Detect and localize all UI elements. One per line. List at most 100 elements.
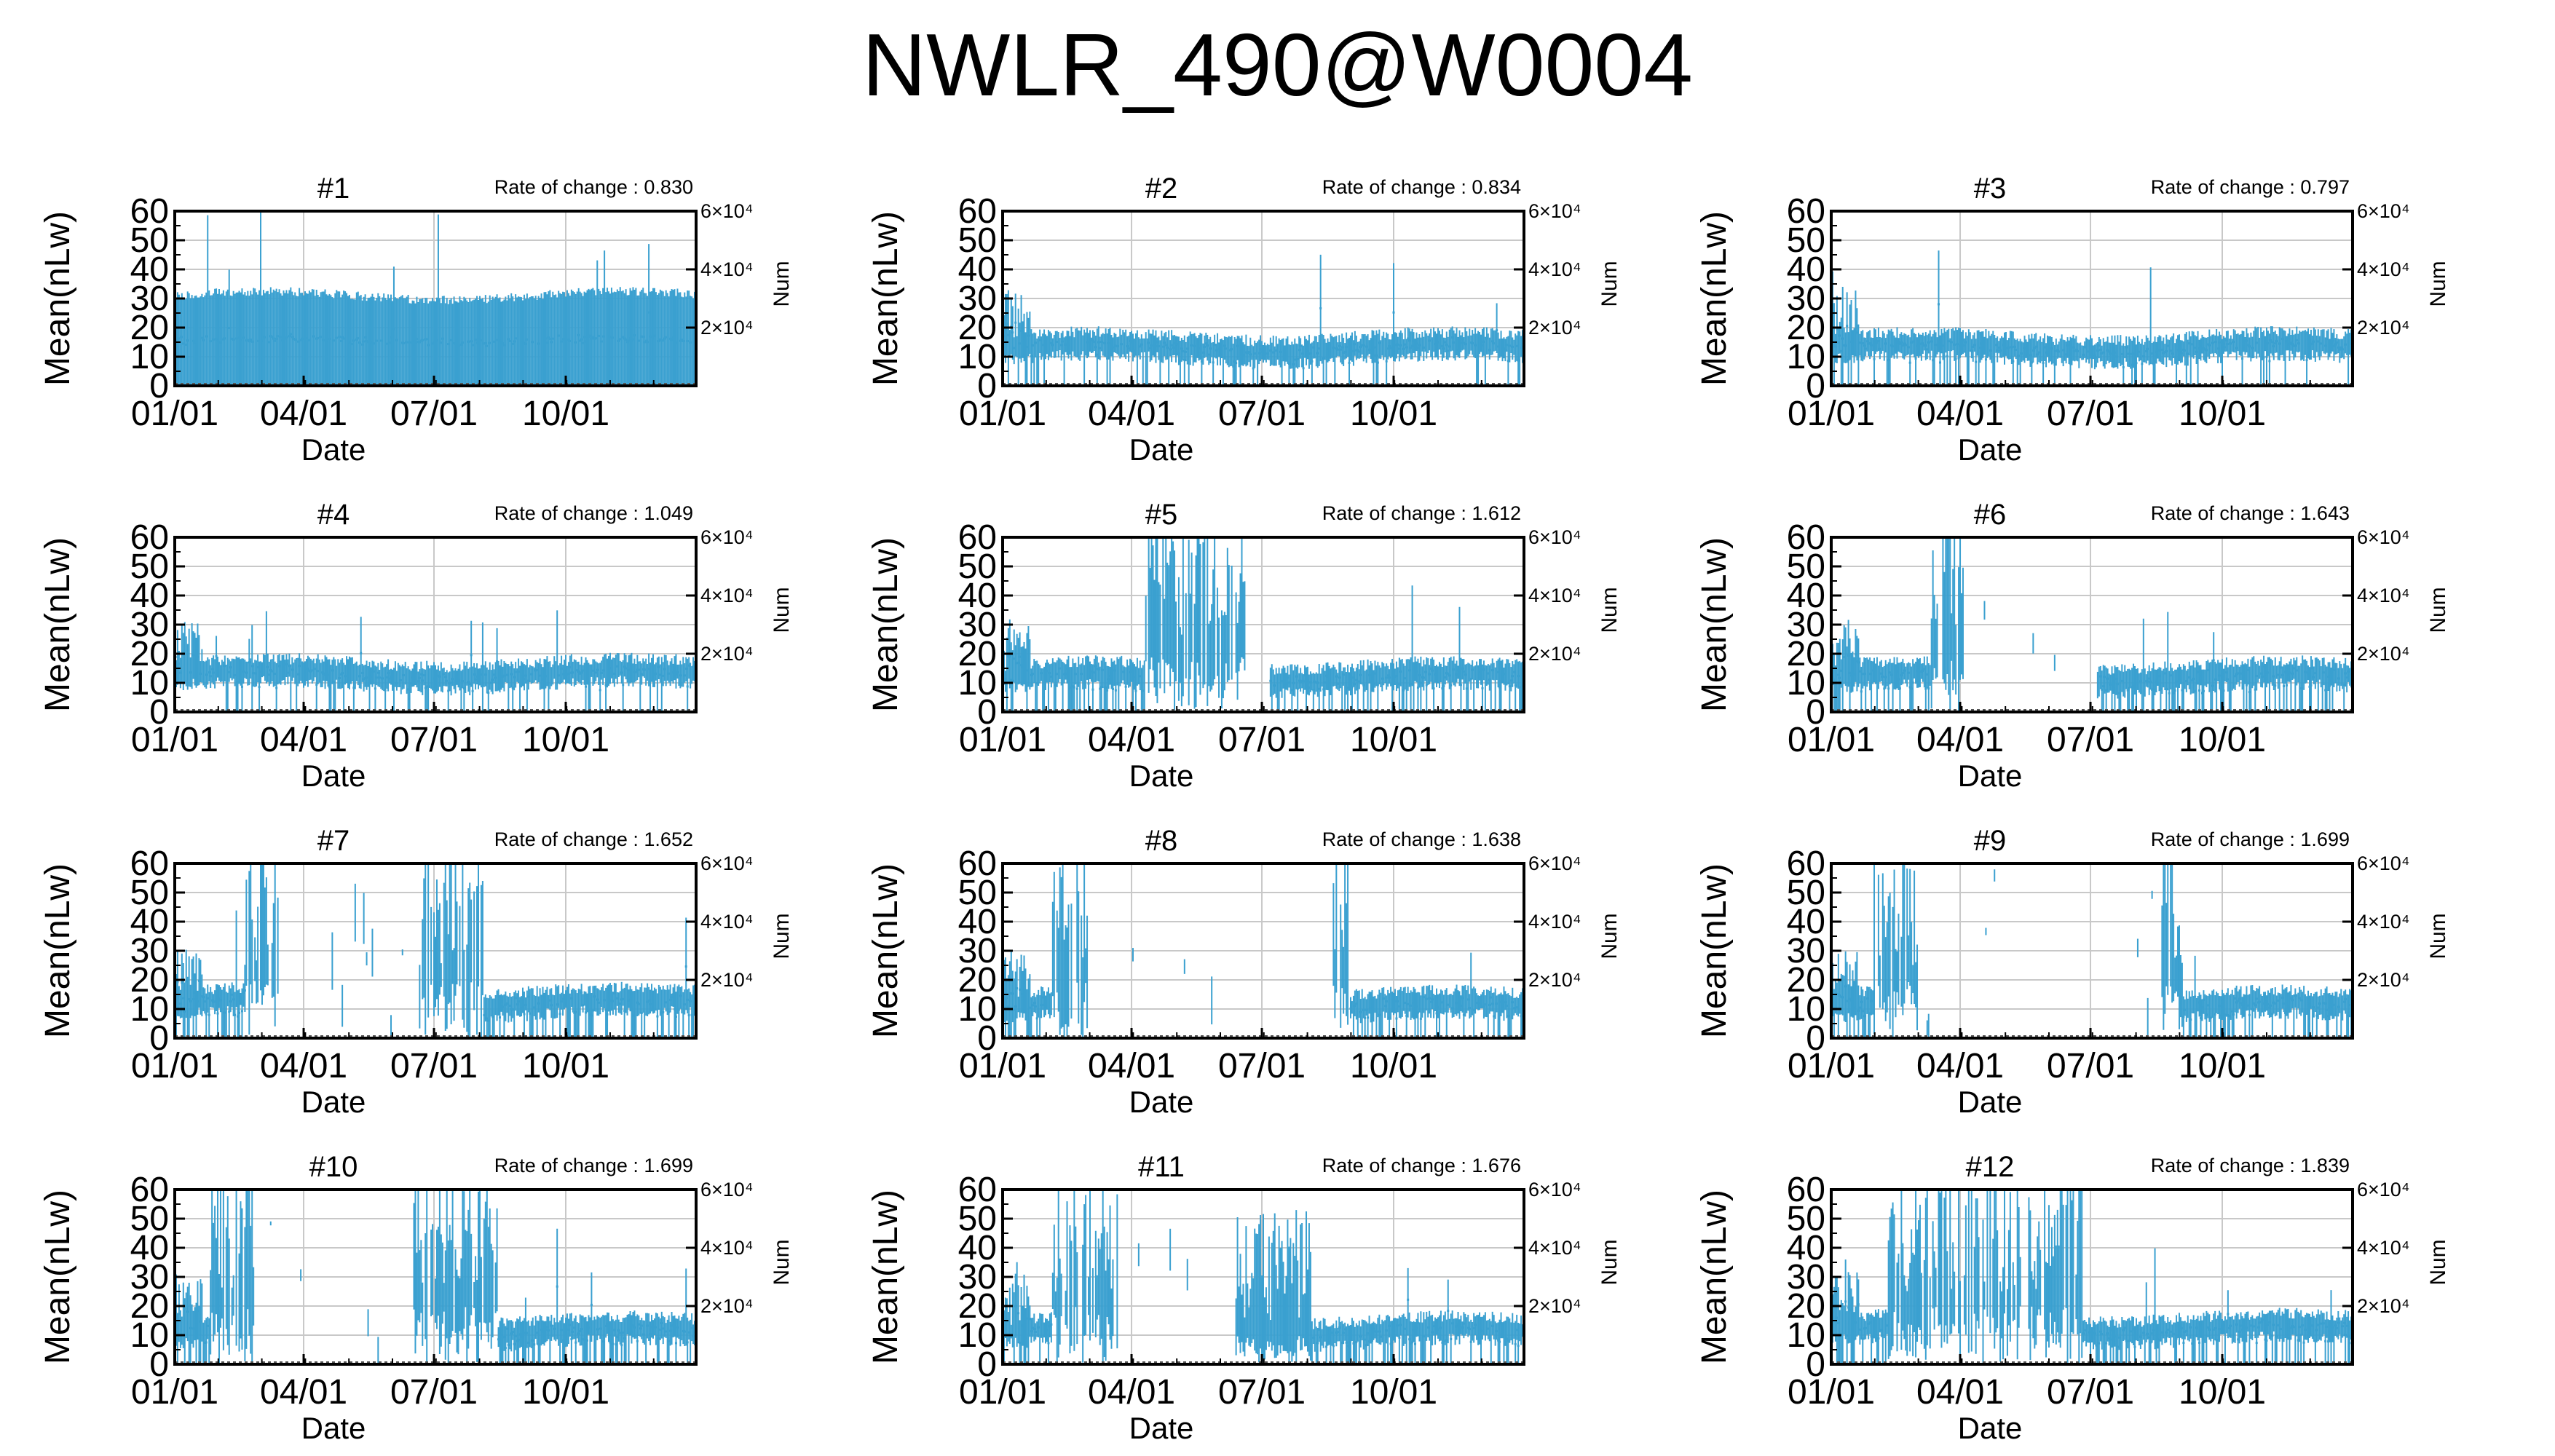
x-tick-label: 10/01 xyxy=(1350,395,1437,433)
data-point xyxy=(2182,348,2185,351)
data-point xyxy=(1405,1014,1408,1017)
data-point xyxy=(1395,344,1398,347)
data-point xyxy=(392,328,395,331)
data-point xyxy=(1011,331,1014,334)
data-point xyxy=(1014,321,1017,324)
data-point xyxy=(641,336,644,339)
data-point xyxy=(1461,997,1464,1000)
data-point xyxy=(474,339,477,341)
data-point xyxy=(264,336,266,339)
data-point xyxy=(256,666,259,669)
data-point xyxy=(1063,673,1066,676)
data-point xyxy=(2274,342,2277,345)
data-point xyxy=(2297,342,2299,345)
data-point xyxy=(1451,1007,1454,1010)
data-point xyxy=(1335,347,1338,350)
data-point xyxy=(637,668,640,671)
data-point xyxy=(1352,349,1355,352)
data-point xyxy=(1093,671,1096,674)
data-point xyxy=(2248,691,2251,694)
data-point xyxy=(2326,338,2329,341)
data-point xyxy=(2160,348,2163,351)
data-point xyxy=(1517,359,1520,362)
data-point xyxy=(1904,344,1907,347)
series-mean-nlw xyxy=(1830,250,2354,386)
data-point xyxy=(1311,360,1314,363)
data-point xyxy=(248,661,250,664)
x-tick-label: 10/01 xyxy=(2179,721,2266,759)
y2-tick-label: 4×10⁴ xyxy=(2357,911,2409,933)
data-point xyxy=(1375,354,1378,357)
data-point xyxy=(288,335,291,338)
data-point xyxy=(1269,679,1272,682)
data-point xyxy=(1161,345,1164,348)
data-point xyxy=(1068,687,1071,689)
data-point xyxy=(593,337,596,340)
data-point xyxy=(206,997,209,1000)
data-point xyxy=(539,674,542,677)
data-point xyxy=(1924,687,1927,690)
y-axis-label: Mean(nLw) xyxy=(866,537,905,712)
data-point xyxy=(208,1013,210,1016)
data-point xyxy=(348,341,351,344)
data-point xyxy=(1355,678,1358,681)
data-point xyxy=(1954,357,1957,360)
data-point xyxy=(1385,360,1388,363)
data-point xyxy=(419,339,422,342)
data-point xyxy=(2313,340,2315,343)
data-point xyxy=(1056,341,1059,344)
data-point xyxy=(1926,348,1929,351)
data-point xyxy=(2231,1010,2234,1013)
data-point xyxy=(631,1014,634,1017)
data-point xyxy=(2344,672,2347,675)
x-tick-label: 07/01 xyxy=(1218,395,1306,433)
data-point xyxy=(2227,678,2230,681)
x-axis-label: Date xyxy=(1129,1085,1194,1119)
data-point xyxy=(237,1015,240,1018)
data-point xyxy=(1841,337,1844,340)
data-point xyxy=(371,670,374,673)
data-point xyxy=(234,1013,237,1016)
data-point xyxy=(1030,355,1032,357)
data-point xyxy=(582,341,585,344)
data-point xyxy=(335,336,338,339)
data-point xyxy=(1407,1002,1410,1005)
data-point xyxy=(195,1334,198,1337)
data-point xyxy=(2214,341,2216,344)
data-point xyxy=(459,343,462,346)
series-mean-nlw xyxy=(1001,537,1525,712)
data-point xyxy=(1422,996,1425,999)
data-point xyxy=(1332,347,1335,349)
data-point xyxy=(1850,674,1853,677)
data-point xyxy=(2342,1000,2345,1003)
data-point xyxy=(1236,344,1239,347)
data-point xyxy=(1023,339,1026,341)
data-point xyxy=(687,1014,690,1017)
data-point xyxy=(1269,349,1272,352)
data-point xyxy=(561,338,564,341)
data-point xyxy=(606,1013,609,1016)
y2-axis-label: Num xyxy=(770,913,794,959)
data-point xyxy=(530,673,533,676)
data-point xyxy=(2342,684,2345,687)
data-point xyxy=(2106,349,2109,352)
data-point xyxy=(259,670,262,673)
data-point xyxy=(2114,677,2117,680)
data-point xyxy=(1049,672,1051,675)
data-point xyxy=(473,673,475,676)
data-point xyxy=(1244,351,1247,354)
data-point xyxy=(612,336,615,339)
data-point xyxy=(596,668,599,671)
data-point xyxy=(663,668,666,670)
data-point xyxy=(1471,668,1474,671)
data-point xyxy=(1395,675,1398,678)
data-point xyxy=(2015,348,2018,351)
data-point xyxy=(477,339,480,341)
data-point xyxy=(1509,679,1512,682)
data-point xyxy=(1358,350,1361,353)
data-point xyxy=(499,1342,502,1345)
data-point xyxy=(1041,344,1044,347)
data-point xyxy=(387,671,390,674)
data-point xyxy=(1025,669,1028,672)
data-point xyxy=(647,311,650,314)
